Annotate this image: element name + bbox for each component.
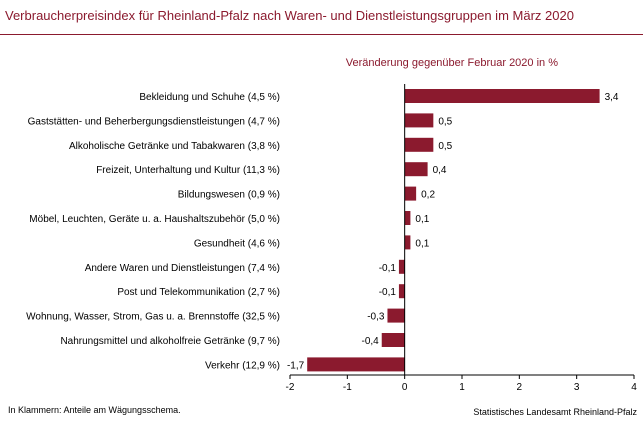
bar: [387, 308, 405, 323]
footnote: In Klammern: Anteile am Wägungsschema.: [8, 405, 181, 415]
chart-subtitle: Veränderung gegenüber Februar 2020 in %: [346, 57, 558, 69]
category-label: Nahrungsmittel und alkoholfreie Getränke…: [60, 336, 280, 347]
value-label: -1,7: [287, 360, 305, 371]
source-note: Statistisches Landesamt Rheinland-Pfalz: [473, 407, 637, 417]
value-label: 3,4: [605, 92, 619, 103]
value-label: 0,1: [415, 238, 429, 249]
category-label: Freizeit, Unterhaltung und Kultur (11,3 …: [96, 165, 280, 176]
value-label: 0,1: [415, 214, 429, 225]
bar: [404, 113, 434, 128]
bar: [398, 284, 405, 299]
category-label: Alkoholische Getränke und Tabakwaren (3,…: [69, 141, 280, 152]
x-tick-label: -1: [343, 382, 352, 393]
x-tick-label: 2: [517, 382, 523, 393]
value-label: -0,1: [379, 287, 397, 298]
chart-title: Verbraucherpreisindex für Rheinland-Pfal…: [5, 8, 574, 23]
value-label: -0,1: [379, 263, 397, 274]
category-label: Wohnung, Wasser, Strom, Gas u. a. Brenns…: [26, 312, 280, 323]
bar: [307, 357, 405, 372]
x-tick-label: 0: [402, 382, 408, 393]
category-label: Bildungswesen (0,9 %): [178, 190, 280, 201]
value-label: 0,4: [433, 165, 447, 176]
bar: [398, 259, 405, 274]
bar: [404, 186, 417, 201]
category-label: Post und Telekommunikation (2,7 %): [117, 287, 280, 298]
bar: [404, 137, 434, 152]
value-label: 0,2: [421, 190, 435, 201]
value-label: 0,5: [438, 141, 452, 152]
value-label: -0,4: [361, 336, 379, 347]
bar: [404, 89, 600, 103]
category-label: Verkehr (12,9 %): [205, 360, 280, 371]
category-label: Bekleidung und Schuhe (4,5 %): [139, 92, 280, 103]
value-label: 0,5: [438, 116, 452, 127]
x-tick-label: 1: [459, 382, 465, 393]
category-label: Gaststätten- und Beherbergungsdienstleis…: [28, 116, 280, 127]
bar: [404, 162, 428, 177]
category-label: Andere Waren und Dienstleistungen (7,4 %…: [85, 263, 280, 274]
x-tick-label: -2: [286, 382, 295, 393]
category-label: Gesundheit (4,6 %): [194, 238, 280, 249]
bar: [404, 235, 411, 250]
category-label: Möbel, Leuchten, Geräte u. a. Haushaltsz…: [29, 214, 280, 225]
bar: [404, 211, 411, 225]
x-tick-label: 3: [574, 382, 580, 393]
value-label: -0,3: [367, 312, 385, 323]
x-tick-label: 4: [631, 382, 637, 393]
title-divider: [0, 34, 643, 35]
bar: [381, 333, 405, 347]
